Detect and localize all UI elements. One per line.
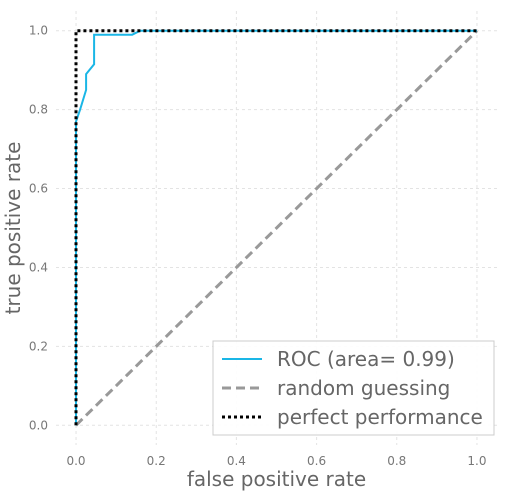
series-layer — [74, 29, 479, 427]
random-guessing-line — [74, 29, 479, 427]
legend-label: ROC (area= 0.99) — [277, 347, 455, 371]
x-tick-label: 0.6 — [307, 454, 326, 468]
y-tick-label: 0.2 — [29, 339, 48, 353]
roc-curve-line — [75, 29, 477, 426]
y-tick-label: 0.4 — [29, 260, 48, 274]
legend-label: perfect performance — [277, 405, 483, 429]
x-tick-label: 0.8 — [387, 454, 406, 468]
x-axis-label: false positive rate — [187, 467, 366, 491]
tick-labels: 0.0 0.2 0.4 0.6 0.8 1.0 0.0 0.2 0.4 0.6 0.8 1.0 — [29, 24, 487, 468]
perfect-performance-line — [74, 29, 477, 426]
x-tick-label: 0.2 — [147, 454, 166, 468]
y-tick-label: 0.8 — [29, 103, 48, 117]
y-tick-label: 1.0 — [29, 24, 48, 38]
legend: ROC (area= 0.99) random guessing perfect p… — [212, 340, 495, 436]
legend-box — [212, 340, 495, 436]
x-tick-label: 0.4 — [227, 454, 246, 468]
y-tick-label: 0.0 — [29, 418, 48, 432]
y-axis-label: true positive rate — [1, 142, 25, 315]
x-tick-label: 1.0 — [467, 454, 486, 468]
legend-label: random guessing — [277, 376, 450, 400]
y-tick-label: 0.6 — [29, 182, 48, 196]
x-tick-label: 0.0 — [66, 454, 85, 468]
